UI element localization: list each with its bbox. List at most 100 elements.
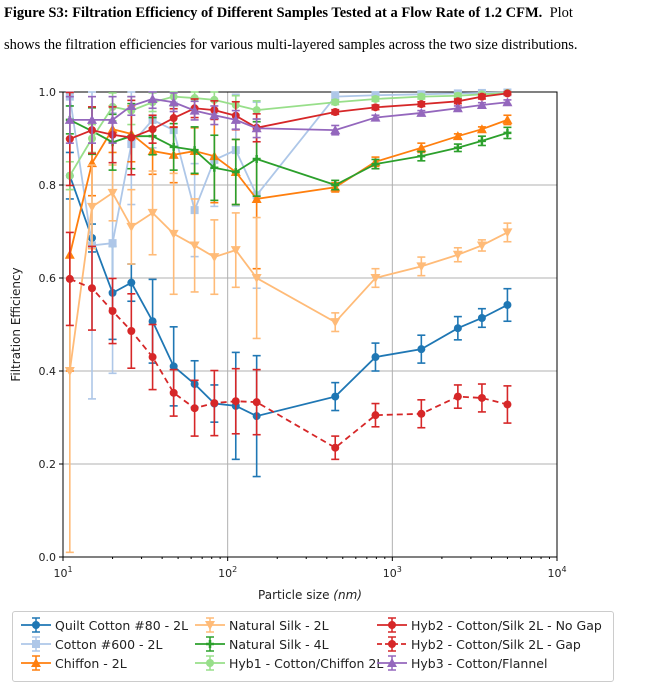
- series-line: [69, 92, 508, 140]
- series-line: [68, 175, 508, 418]
- legend-marker: [32, 640, 40, 648]
- data-point: [251, 193, 262, 203]
- y-tick-label: 0.4: [39, 365, 57, 378]
- legend-swatch-icon: [195, 636, 225, 652]
- series-1: [65, 151, 512, 478]
- data-point: [452, 131, 463, 141]
- data-point: [86, 114, 97, 124]
- data-point: [127, 278, 136, 287]
- data-point: [107, 188, 118, 198]
- y-tick-label: 0.0: [39, 551, 57, 564]
- legend-item: Hyb3 - Cotton/Flannel: [375, 654, 547, 672]
- data-point: [190, 94, 199, 103]
- data-point: [147, 93, 158, 103]
- data-point: [108, 239, 117, 248]
- data-point: [371, 160, 380, 169]
- data-point: [331, 92, 340, 101]
- data-point: [210, 95, 219, 104]
- legend-marker: [387, 658, 397, 667]
- data-point: [477, 313, 486, 322]
- x-tick-exponent: 2: [232, 565, 237, 574]
- legend-swatch-icon: [21, 655, 51, 671]
- data-point: [169, 142, 178, 151]
- y-tick-label: 1.0: [39, 86, 57, 99]
- legend-swatch-icon: [377, 636, 407, 652]
- data-point: [503, 400, 512, 409]
- data-point: [371, 353, 380, 362]
- y-tick-label: 0.6: [39, 272, 57, 285]
- figure-caption-line2: shows the filtration efficiencies for va…: [4, 37, 578, 53]
- series-line: [69, 98, 508, 132]
- data-point: [502, 114, 513, 124]
- series-line: [69, 119, 508, 186]
- data-point: [331, 181, 340, 189]
- data-point: [126, 222, 137, 232]
- data-point: [416, 142, 427, 152]
- legend-label: Quilt Cotton #80 - 2L: [55, 617, 189, 633]
- legend-marker: [205, 621, 215, 630]
- data-point: [476, 124, 487, 134]
- plot-frame: [62, 91, 558, 558]
- data-point: [252, 154, 261, 163]
- data-point: [127, 327, 136, 336]
- legend-item: Natural Silk - 4L: [193, 635, 329, 653]
- legend-label: Hyb2 - Cotton/Silk 2L - No Gap: [411, 617, 602, 633]
- data-point: [416, 107, 427, 117]
- data-point: [64, 114, 75, 124]
- legend-item: Hyb2 - Cotton/Silk 2L - Gap: [375, 635, 581, 653]
- data-point: [189, 105, 200, 115]
- data-point: [330, 318, 341, 328]
- legend-item: Natural Silk - 2L: [193, 616, 329, 634]
- data-point: [126, 100, 137, 110]
- legend-swatch-icon: [377, 655, 407, 671]
- chart-legend: Quilt Cotton #80 - 2L Cotton #600 - 2L Chi…: [12, 611, 614, 682]
- data-point: [331, 107, 340, 116]
- data-point: [169, 362, 178, 371]
- data-point: [417, 409, 426, 418]
- y-tick-label: 0.8: [39, 179, 57, 192]
- data-point: [503, 89, 512, 98]
- data-point: [476, 241, 487, 251]
- data-point: [453, 392, 462, 401]
- series-line: [68, 191, 508, 372]
- data-point: [453, 91, 462, 100]
- data-point: [169, 388, 178, 397]
- data-point: [453, 143, 462, 152]
- data-point: [477, 393, 486, 402]
- legend-swatch-icon: [195, 655, 225, 671]
- legend-item: Quilt Cotton #80 - 2L: [19, 616, 188, 634]
- x-axis-label-text: Particle size: [258, 588, 333, 602]
- data-point: [230, 114, 241, 124]
- data-point: [503, 128, 512, 137]
- data-point: [477, 136, 486, 145]
- data-point: [190, 404, 199, 413]
- legend-marker: [31, 658, 41, 667]
- x-tick-exponent: 3: [397, 565, 402, 574]
- legend-item: Hyb2 - Cotton/Silk 2L - No Gap: [375, 616, 602, 634]
- legend-marker: [32, 621, 40, 629]
- data-point: [477, 92, 486, 101]
- legend-marker: [206, 659, 214, 667]
- series-line: [68, 119, 508, 255]
- data-point: [168, 97, 179, 107]
- figure-label: Figure S3: Filtration Efficiency of Diff…: [4, 5, 543, 21]
- legend-item: Cotton #600 - 2L: [19, 635, 162, 653]
- data-point: [148, 353, 157, 362]
- data-point: [331, 392, 340, 401]
- data-point: [190, 146, 199, 155]
- legend-swatch-icon: [195, 617, 225, 633]
- x-axis-label: Particle size (nm): [258, 588, 362, 602]
- legend-label: Hyb3 - Cotton/Flannel: [411, 655, 548, 671]
- data-point: [452, 103, 463, 113]
- data-point: [169, 114, 178, 123]
- data-point: [502, 228, 513, 238]
- caption-text: Plot: [549, 5, 573, 21]
- legend-label: Hyb2 - Cotton/Silk 2L - Gap: [411, 636, 581, 652]
- data-point: [231, 397, 240, 406]
- x-tick-label: 104: [547, 565, 566, 580]
- data-point: [107, 114, 118, 124]
- series-8: [65, 231, 512, 461]
- data-point: [416, 262, 427, 272]
- series-line: [69, 278, 508, 449]
